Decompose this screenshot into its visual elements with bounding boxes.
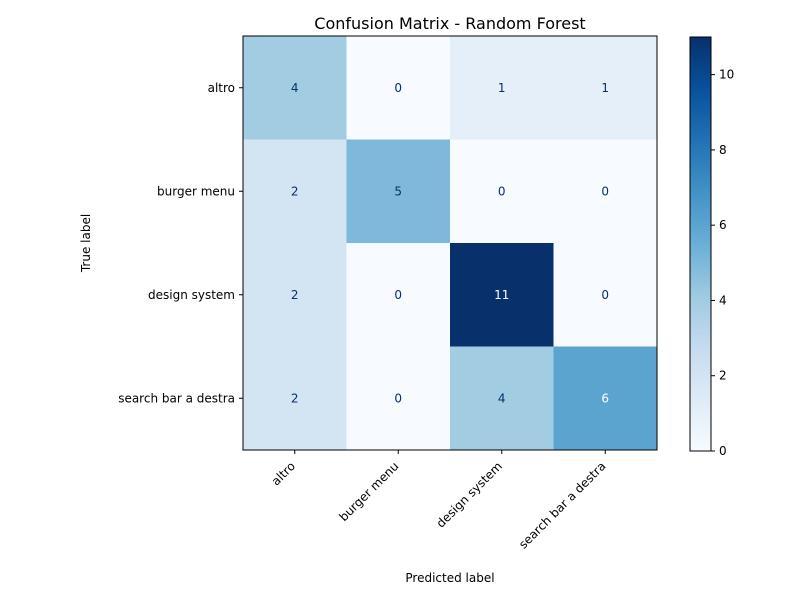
cell-value-label: 4 [291,81,299,95]
heatmap-cell [346,36,451,140]
y-tick-label: altro [208,81,235,95]
heatmap-cell [243,139,347,244]
y-axis-label: True label [79,214,93,273]
chart-title: Confusion Matrix - Random Forest [314,14,585,33]
y-axis-ticks: altro burger menu design system search bar … [118,81,243,405]
plot-frame [242,35,658,451]
cell-value-label: 0 [394,288,402,302]
colorbar-tick-label: 8 [719,143,727,157]
heatmap-cell [243,346,347,451]
cell-value-label: 2 [291,288,299,302]
heatmap-cell [346,243,451,347]
cell-value-label: 0 [394,391,402,405]
heatmap-cell [450,139,554,244]
y-tick-label: design system [148,288,235,302]
heatmap-cell [553,139,658,244]
heatmap-cell [243,36,347,140]
heatmap-cells [243,36,658,451]
heatmap-cell [450,243,554,347]
x-tick-label: burger menu [337,459,402,524]
heatmap-cell [450,346,554,451]
colorbar-ticks: 0 2 4 6 8 10 [711,68,734,458]
colorbar-tick-label: 4 [719,293,727,307]
x-axis-ticks: altro burger menu design system search bar … [269,450,609,552]
x-tick-label: altro [269,459,298,488]
heatmap-cell [243,243,347,347]
heatmap-cell [553,346,658,451]
cell-value-label: 0 [601,288,609,302]
cell-value-label: 2 [291,391,299,405]
heatmap-cell-labels: 4 0 1 12 5 0 02 0 11 02 0 4 6 [291,81,609,406]
cell-value-label: 1 [601,81,609,95]
colorbar-tick-label: 6 [719,218,727,232]
cell-value-label: 4 [498,391,506,405]
heatmap-cell [450,36,554,140]
x-axis-label: Predicted label [405,571,494,585]
colorbar-tick-label: 10 [719,68,734,82]
colorbar-tick-label: 2 [719,369,727,383]
heatmap-cell [553,243,658,347]
cell-value-label: 5 [394,184,402,198]
heatmap-cell [346,346,451,451]
heatmap-cell [346,139,451,244]
cell-value-label: 6 [601,391,609,405]
y-tick-label: burger menu [157,184,235,198]
cell-value-label: 2 [291,184,299,198]
x-tick-label: design system [434,459,505,530]
cell-value-label: 1 [498,81,506,95]
colorbar-tick-label: 0 [719,444,727,458]
y-tick-label: search bar a destra [118,391,235,405]
x-tick-label: search bar a destra [516,459,608,551]
colorbar [689,36,712,452]
cell-value-label: 11 [494,288,509,302]
cell-value-label: 0 [394,81,402,95]
cell-value-label: 0 [498,184,506,198]
cell-value-label: 0 [601,184,609,198]
heatmap-cell [553,36,658,140]
